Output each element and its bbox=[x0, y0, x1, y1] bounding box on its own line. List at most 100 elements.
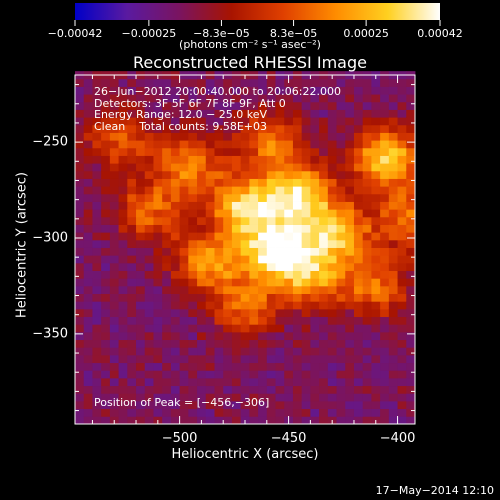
heatmap-cell bbox=[170, 324, 181, 333]
heatmap-cell bbox=[214, 86, 224, 95]
heatmap-cell bbox=[170, 285, 181, 294]
heatmap-cell bbox=[205, 278, 215, 287]
heatmap-cell bbox=[179, 331, 189, 341]
heatmap-cell bbox=[249, 147, 259, 156]
heatmap-cell bbox=[109, 247, 119, 256]
heatmap-cell bbox=[371, 331, 381, 341]
heatmap-cell bbox=[188, 86, 198, 95]
heatmap-cell bbox=[118, 78, 128, 87]
heatmap-cell bbox=[275, 117, 285, 126]
heatmap-cell bbox=[75, 209, 85, 218]
heatmap-cell bbox=[319, 147, 329, 156]
heatmap-cell bbox=[153, 170, 163, 179]
heatmap-cell bbox=[75, 124, 85, 133]
heatmap-cell bbox=[118, 377, 128, 387]
heatmap-cell bbox=[83, 285, 93, 294]
heatmap-cell bbox=[380, 117, 390, 126]
heatmap-cell bbox=[284, 324, 294, 333]
heatmap-cell bbox=[345, 377, 355, 387]
heatmap-cell bbox=[162, 117, 172, 126]
heatmap-cell bbox=[188, 262, 198, 271]
heatmap-cell bbox=[205, 416, 215, 425]
heatmap-cell bbox=[109, 201, 119, 210]
heatmap-cell bbox=[162, 262, 172, 271]
heatmap-cell bbox=[292, 109, 303, 118]
heatmap-cell bbox=[153, 331, 163, 341]
heatmap-cell bbox=[240, 193, 250, 202]
heatmap-cell bbox=[380, 101, 390, 110]
heatmap-cell bbox=[83, 347, 93, 356]
heatmap-cell bbox=[136, 117, 146, 126]
heatmap-cell bbox=[371, 347, 381, 356]
heatmap-cell bbox=[240, 270, 250, 279]
heatmap-cell bbox=[214, 400, 224, 410]
heatmap-cell bbox=[249, 370, 259, 379]
heatmap-cell bbox=[231, 239, 242, 248]
heatmap-cell bbox=[406, 178, 416, 187]
heatmap-cell bbox=[101, 301, 111, 310]
heatmap-cell bbox=[380, 293, 390, 302]
heatmap-cell bbox=[197, 117, 207, 126]
colorbar-unit-label: (photons cm⁻² s⁻¹ asec⁻²) bbox=[179, 38, 321, 51]
heatmap-cell bbox=[249, 186, 259, 195]
heatmap-cell bbox=[266, 224, 276, 233]
heatmap-cell bbox=[371, 278, 381, 287]
heatmap-cell bbox=[353, 216, 364, 225]
heatmap-cell bbox=[406, 400, 416, 410]
heatmap-cell bbox=[406, 224, 416, 233]
heatmap-cell bbox=[240, 278, 250, 287]
heatmap-cell bbox=[249, 385, 259, 394]
heatmap-cell bbox=[83, 193, 93, 202]
heatmap-cell bbox=[231, 385, 242, 394]
heatmap-cell bbox=[266, 239, 276, 248]
heatmap-cell bbox=[371, 285, 381, 294]
heatmap-cell bbox=[292, 331, 303, 341]
heatmap-cell bbox=[231, 178, 242, 187]
heatmap-cell bbox=[336, 377, 346, 387]
heatmap-cell bbox=[258, 239, 268, 248]
heatmap-cell bbox=[292, 278, 303, 287]
heatmap-cell bbox=[406, 124, 416, 133]
heatmap-cell bbox=[371, 216, 381, 225]
heatmap-cell bbox=[109, 385, 119, 394]
heatmap-cell bbox=[275, 232, 285, 241]
heatmap-cell bbox=[284, 186, 294, 195]
heatmap-cell bbox=[336, 301, 346, 310]
heatmap-cell bbox=[397, 416, 407, 425]
heatmap-cell bbox=[336, 408, 346, 417]
heatmap-cell bbox=[371, 316, 381, 325]
heatmap-cell bbox=[397, 408, 407, 417]
heatmap-cell bbox=[275, 94, 285, 103]
heatmap-cell bbox=[380, 255, 390, 264]
heatmap-cell bbox=[397, 339, 407, 348]
heatmap-cell bbox=[214, 193, 224, 202]
heatmap-cell bbox=[249, 201, 259, 210]
heatmap-cell bbox=[231, 339, 242, 348]
heatmap-cell bbox=[327, 354, 337, 364]
heatmap-cell bbox=[249, 209, 259, 218]
heatmap-cell bbox=[109, 124, 119, 133]
heatmap-cell bbox=[345, 301, 355, 310]
heatmap-cell bbox=[319, 186, 329, 195]
heatmap-cell bbox=[397, 362, 407, 371]
heatmap-cell bbox=[371, 400, 381, 410]
heatmap-cell bbox=[397, 385, 407, 394]
heatmap-cell bbox=[101, 393, 111, 402]
heatmap-cell bbox=[205, 94, 215, 103]
heatmap-cell bbox=[92, 270, 102, 279]
heatmap-cell bbox=[83, 255, 93, 264]
heatmap-cell bbox=[231, 347, 242, 356]
heatmap-cell bbox=[162, 132, 172, 141]
heatmap-cell bbox=[188, 109, 198, 118]
heatmap-cell bbox=[284, 201, 294, 210]
heatmap-cell bbox=[223, 293, 233, 302]
heatmap-cell bbox=[179, 278, 189, 287]
heatmap-cell bbox=[240, 209, 250, 218]
heatmap-cell bbox=[327, 408, 337, 417]
heatmap-cell bbox=[144, 170, 154, 179]
heatmap-cell bbox=[380, 155, 390, 164]
heatmap-cell bbox=[205, 232, 215, 241]
heatmap-cell bbox=[388, 232, 398, 241]
heatmap-cell bbox=[310, 209, 320, 218]
heatmap-cell bbox=[214, 393, 224, 402]
